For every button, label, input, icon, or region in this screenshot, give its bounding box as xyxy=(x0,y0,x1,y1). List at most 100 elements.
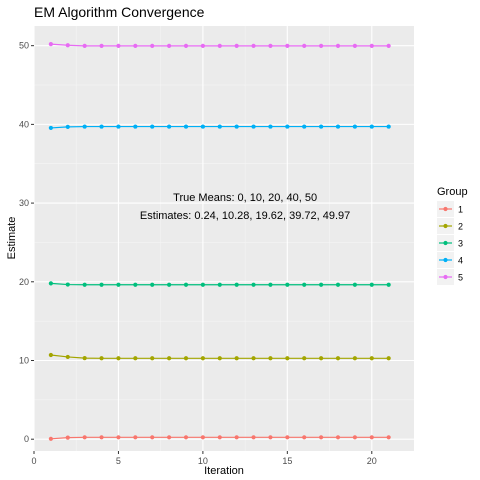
data-point xyxy=(183,356,189,361)
y-tick-label: 20 xyxy=(19,277,29,287)
data-point xyxy=(183,435,189,440)
data-point xyxy=(335,435,341,440)
data-point xyxy=(335,124,341,129)
data-point xyxy=(386,356,391,361)
data-point xyxy=(369,282,374,287)
data-point xyxy=(386,435,391,440)
legend-key-point xyxy=(443,223,448,229)
series-3 xyxy=(48,281,391,287)
data-point xyxy=(183,43,189,49)
data-point xyxy=(99,356,104,361)
data-point xyxy=(82,356,87,361)
legend-label: 4 xyxy=(458,256,463,266)
data-point xyxy=(352,282,357,287)
annotation-line-2: Estimates: 0.24, 10.28, 19.62, 39.72, 49… xyxy=(140,210,350,222)
data-point xyxy=(150,282,155,287)
data-point xyxy=(319,43,324,49)
data-point xyxy=(302,356,307,361)
data-point xyxy=(48,436,53,441)
legend-label: 1 xyxy=(458,205,463,215)
data-point xyxy=(217,356,222,361)
data-point xyxy=(150,124,155,129)
y-axis-ticks: 0 10 20 30 40 50 xyxy=(19,41,34,444)
data-point xyxy=(251,124,256,129)
x-axis-label: Iteration xyxy=(204,465,244,477)
data-point xyxy=(65,43,70,48)
data-point xyxy=(183,124,189,129)
legend-key-point xyxy=(443,257,448,263)
y-tick-label: 40 xyxy=(19,119,29,129)
data-point xyxy=(167,43,172,49)
data-point xyxy=(352,43,357,49)
data-point xyxy=(251,282,256,287)
data-point xyxy=(200,435,205,440)
legend-item-1: 1 xyxy=(437,201,463,217)
x-tick-label: 5 xyxy=(116,456,121,466)
series-5 xyxy=(48,42,391,49)
data-point xyxy=(65,124,70,129)
data-point xyxy=(319,124,324,129)
plot-background xyxy=(34,26,414,451)
legend-label: 5 xyxy=(458,273,463,283)
data-point xyxy=(150,435,155,440)
data-point xyxy=(251,43,256,49)
legend-key-point xyxy=(443,206,448,212)
data-point xyxy=(99,124,104,129)
data-point xyxy=(319,282,324,287)
x-axis-ticks: 0 5 10 15 20 xyxy=(31,451,377,466)
data-point xyxy=(268,124,273,129)
data-point xyxy=(167,356,172,361)
data-point xyxy=(133,282,138,287)
data-point xyxy=(268,43,273,49)
data-point xyxy=(116,43,121,49)
data-point xyxy=(82,282,87,287)
data-point xyxy=(116,435,121,440)
data-point xyxy=(48,42,53,47)
y-tick-label: 10 xyxy=(19,355,29,365)
data-point xyxy=(234,124,239,129)
data-point xyxy=(386,43,391,49)
data-point xyxy=(133,43,138,49)
data-point xyxy=(200,43,205,49)
series-2 xyxy=(48,352,391,361)
legend-item-5: 5 xyxy=(437,269,463,285)
data-point xyxy=(116,124,121,129)
data-point xyxy=(167,282,172,287)
legend-key-point xyxy=(443,274,448,280)
data-point xyxy=(200,282,205,287)
data-point xyxy=(285,356,290,361)
data-point xyxy=(99,282,104,287)
data-point xyxy=(183,282,189,287)
legend-key-point xyxy=(443,240,448,246)
data-point xyxy=(167,124,172,129)
legend-item-4: 4 xyxy=(437,252,463,268)
annotation: True Means: 0, 10, 20, 40, 50 Estimates:… xyxy=(140,192,350,222)
data-point xyxy=(285,282,290,287)
series-1 xyxy=(48,435,391,441)
data-point xyxy=(268,356,273,361)
data-point xyxy=(319,435,324,440)
data-point xyxy=(234,435,239,440)
data-point xyxy=(82,435,87,440)
x-tick-label: 20 xyxy=(367,456,377,466)
data-point xyxy=(369,435,374,440)
legend: Group 1 2 3 4 5 xyxy=(437,186,468,285)
data-point xyxy=(48,281,53,286)
series-layer xyxy=(48,42,391,441)
data-point xyxy=(217,435,222,440)
data-point xyxy=(133,435,138,440)
data-point xyxy=(116,282,121,287)
data-point xyxy=(116,356,121,361)
chart-title: EM Algorithm Convergence xyxy=(34,4,205,20)
data-point xyxy=(302,282,307,287)
data-point xyxy=(82,124,87,129)
legend-label: 3 xyxy=(458,239,463,249)
data-point xyxy=(133,124,138,129)
data-point xyxy=(268,282,273,287)
data-point xyxy=(65,354,70,360)
data-point xyxy=(369,124,374,129)
legend-item-3: 3 xyxy=(437,235,463,251)
data-point xyxy=(369,356,374,361)
